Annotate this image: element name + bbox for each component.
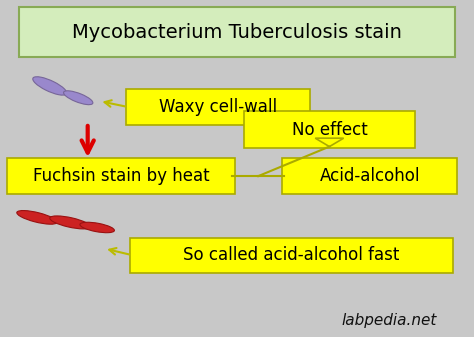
FancyBboxPatch shape: [130, 238, 453, 273]
FancyBboxPatch shape: [126, 89, 310, 125]
Text: Mycobacterium Tuberculosis stain: Mycobacterium Tuberculosis stain: [72, 23, 402, 41]
Text: Waxy cell-wall: Waxy cell-wall: [159, 98, 277, 116]
FancyBboxPatch shape: [7, 158, 235, 194]
Text: Acid-alcohol: Acid-alcohol: [319, 167, 420, 185]
Polygon shape: [315, 138, 344, 147]
Ellipse shape: [33, 77, 67, 95]
FancyBboxPatch shape: [244, 111, 415, 148]
Text: labpedia.net: labpedia.net: [341, 313, 437, 328]
FancyBboxPatch shape: [19, 7, 455, 57]
Ellipse shape: [64, 91, 93, 105]
FancyBboxPatch shape: [282, 158, 457, 194]
Text: Fuchsin stain by heat: Fuchsin stain by heat: [33, 167, 209, 185]
Ellipse shape: [50, 216, 91, 229]
Ellipse shape: [17, 211, 57, 224]
Text: No effect: No effect: [292, 121, 367, 139]
Ellipse shape: [80, 222, 114, 233]
Text: So called acid-alcohol fast: So called acid-alcohol fast: [183, 246, 400, 264]
